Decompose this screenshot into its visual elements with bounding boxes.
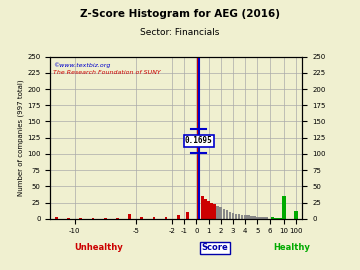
Bar — [104, 218, 107, 219]
Text: 0.1695: 0.1695 — [185, 136, 212, 146]
Text: Score: Score — [201, 243, 228, 252]
Bar — [177, 215, 180, 219]
Bar — [153, 217, 155, 219]
Bar — [216, 206, 219, 219]
Bar — [229, 212, 231, 219]
Bar — [232, 213, 234, 219]
Bar — [259, 217, 262, 219]
Bar — [271, 217, 274, 219]
Bar — [277, 218, 280, 219]
Bar — [116, 218, 119, 219]
Bar — [241, 215, 243, 219]
Bar — [226, 210, 228, 219]
Bar — [55, 217, 58, 219]
Bar — [265, 217, 268, 219]
Bar — [253, 216, 256, 219]
Bar — [280, 218, 283, 219]
Bar — [247, 215, 249, 219]
Text: Healthy: Healthy — [273, 243, 310, 252]
Bar — [140, 217, 143, 219]
Bar — [213, 204, 216, 219]
Bar — [238, 214, 240, 219]
Text: ©www.textbiz.org: ©www.textbiz.org — [53, 62, 110, 68]
Bar — [250, 216, 253, 219]
Bar — [294, 211, 298, 219]
Bar — [222, 209, 225, 219]
Bar — [256, 217, 259, 219]
Bar — [128, 214, 131, 219]
Bar — [201, 196, 204, 219]
Bar — [235, 214, 237, 219]
Bar — [197, 58, 200, 219]
Y-axis label: Number of companies (997 total): Number of companies (997 total) — [18, 79, 24, 196]
Bar — [207, 201, 210, 219]
Bar — [80, 218, 82, 219]
Text: Sector: Financials: Sector: Financials — [140, 28, 220, 37]
Bar — [274, 218, 277, 219]
Bar — [262, 217, 265, 219]
Bar — [186, 212, 189, 219]
Bar — [165, 217, 167, 219]
Bar — [220, 207, 222, 219]
Text: The Research Foundation of SUNY: The Research Foundation of SUNY — [53, 70, 161, 75]
Bar — [282, 196, 286, 219]
Bar — [204, 199, 207, 219]
Bar — [244, 215, 247, 219]
Bar — [92, 218, 94, 219]
Bar — [210, 202, 213, 219]
Bar — [67, 218, 70, 219]
Text: Unhealthy: Unhealthy — [75, 243, 123, 252]
Bar — [283, 218, 286, 219]
Text: Z-Score Histogram for AEG (2016): Z-Score Histogram for AEG (2016) — [80, 9, 280, 19]
